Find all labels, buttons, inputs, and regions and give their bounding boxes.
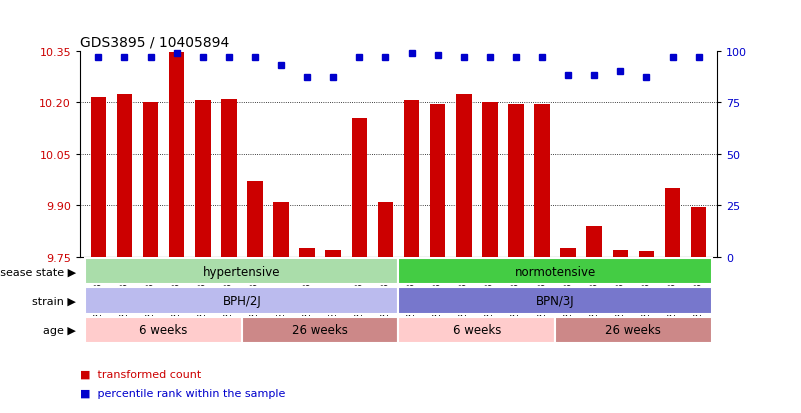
Bar bbox=[169, 53, 184, 257]
Bar bbox=[399, 317, 555, 343]
Text: ■  percentile rank within the sample: ■ percentile rank within the sample bbox=[80, 388, 285, 398]
Bar bbox=[555, 317, 711, 343]
Text: 26 weeks: 26 weeks bbox=[292, 324, 348, 337]
Bar bbox=[195, 101, 211, 257]
Bar bbox=[561, 248, 576, 257]
Text: 6 weeks: 6 weeks bbox=[453, 324, 501, 337]
Bar bbox=[638, 252, 654, 257]
Bar bbox=[665, 188, 680, 257]
Bar bbox=[482, 103, 497, 257]
Bar bbox=[352, 119, 367, 257]
Bar bbox=[325, 250, 341, 257]
Bar bbox=[221, 100, 236, 257]
Text: hypertensive: hypertensive bbox=[203, 265, 280, 278]
Bar bbox=[300, 248, 315, 257]
Text: age ▶: age ▶ bbox=[43, 325, 76, 335]
Bar bbox=[91, 98, 107, 257]
Text: ■  transformed count: ■ transformed count bbox=[80, 369, 201, 379]
Text: 26 weeks: 26 weeks bbox=[606, 324, 662, 337]
Bar bbox=[690, 207, 706, 257]
Bar bbox=[430, 104, 445, 257]
Text: strain ▶: strain ▶ bbox=[32, 296, 76, 306]
Text: normotensive: normotensive bbox=[514, 265, 596, 278]
Bar bbox=[86, 317, 242, 343]
Bar bbox=[399, 259, 711, 285]
Text: disease state ▶: disease state ▶ bbox=[0, 266, 76, 277]
Bar bbox=[86, 259, 399, 285]
Text: BPN/3J: BPN/3J bbox=[536, 294, 574, 307]
Text: BPH/2J: BPH/2J bbox=[223, 294, 261, 307]
Bar bbox=[586, 226, 602, 257]
Bar bbox=[377, 202, 393, 257]
Bar bbox=[86, 288, 399, 314]
Text: GDS3895 / 10405894: GDS3895 / 10405894 bbox=[80, 35, 229, 49]
Bar bbox=[508, 104, 524, 257]
Bar bbox=[534, 104, 549, 257]
Bar bbox=[399, 288, 711, 314]
Bar bbox=[143, 103, 159, 257]
Bar bbox=[404, 101, 420, 257]
Bar bbox=[248, 182, 263, 257]
Bar bbox=[613, 250, 628, 257]
Bar bbox=[242, 317, 399, 343]
Bar bbox=[456, 95, 472, 257]
Text: 6 weeks: 6 weeks bbox=[139, 324, 187, 337]
Bar bbox=[117, 95, 132, 257]
Bar bbox=[273, 202, 289, 257]
